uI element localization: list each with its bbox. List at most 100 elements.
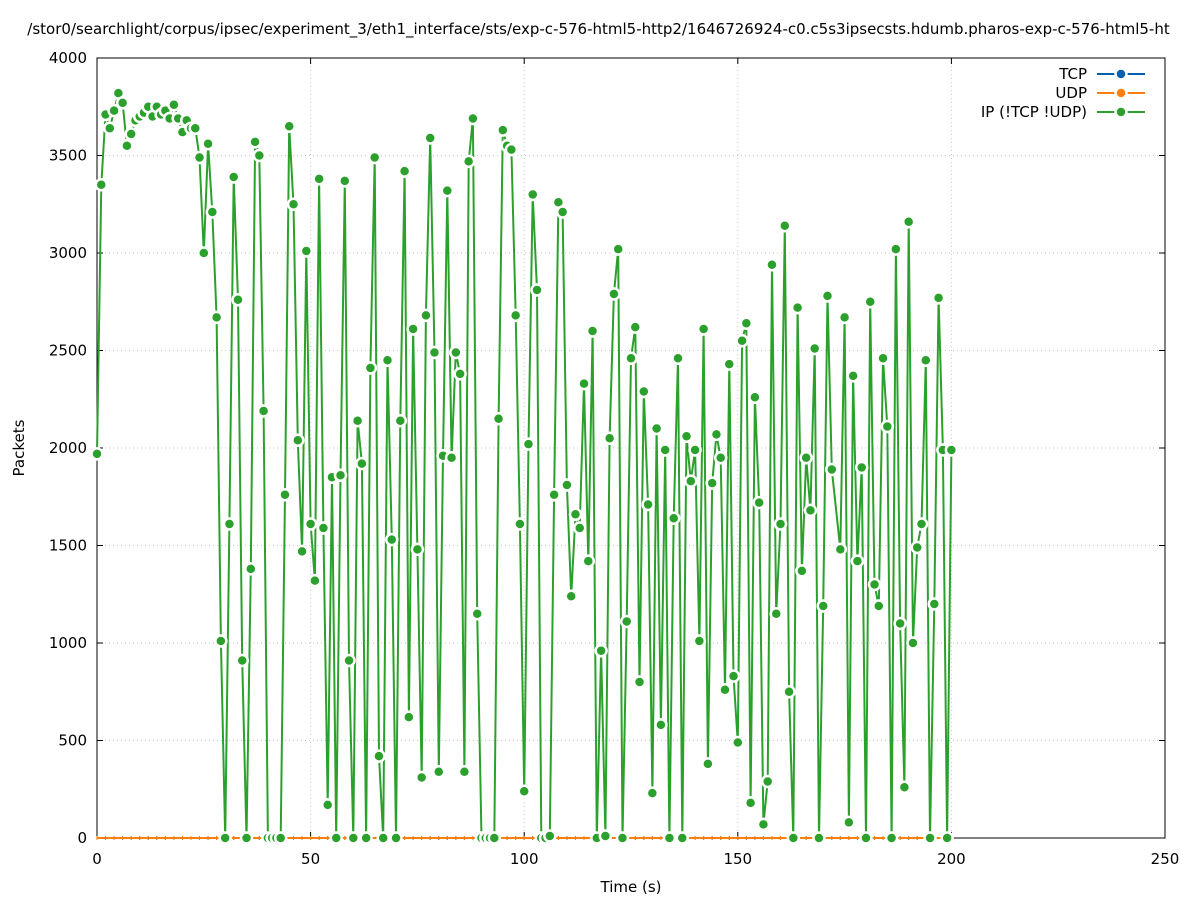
data-point (491, 412, 506, 426)
data-point (619, 614, 634, 629)
data-point (684, 474, 698, 488)
legend-swatch-marker (1114, 105, 1128, 119)
data-point (854, 460, 869, 475)
data-point (197, 246, 211, 260)
data-point (555, 205, 570, 219)
data-point (564, 589, 578, 603)
data-point (756, 817, 771, 832)
data-point (376, 831, 390, 845)
data-point (363, 361, 378, 375)
data-point (282, 119, 296, 133)
chart-title: /stor0/searchlight/corpus/ipsec/experime… (27, 20, 1170, 38)
data-point (923, 831, 937, 845)
data-point (226, 170, 241, 184)
data-point (722, 357, 737, 371)
data-point (103, 121, 117, 135)
data-point (291, 433, 305, 447)
y-tick-label: 2500 (49, 342, 87, 360)
data-point (235, 653, 249, 668)
data-point (807, 341, 822, 356)
data-point (244, 562, 258, 576)
y-tick-label: 1500 (49, 537, 87, 555)
x-tick-label: 100 (510, 850, 539, 868)
data-point (893, 616, 907, 631)
data-point (256, 404, 271, 418)
data-point (649, 421, 664, 436)
data-point (782, 685, 796, 699)
series-ip (90, 86, 959, 845)
data-point (231, 293, 245, 307)
data-point (543, 829, 557, 843)
data-point (414, 770, 429, 785)
data-point (632, 675, 647, 689)
data-point (910, 540, 924, 555)
data-point (641, 497, 655, 512)
data-point (867, 577, 882, 592)
data-point (470, 607, 484, 621)
data-point (739, 316, 754, 330)
data-point (906, 636, 920, 650)
data-point (521, 437, 536, 451)
y-tick-label: 3000 (49, 244, 87, 262)
data-point (628, 320, 643, 334)
data-point (658, 443, 672, 457)
data-point (346, 831, 361, 845)
data-point (790, 300, 805, 315)
data-point (329, 831, 343, 845)
data-point (504, 142, 519, 157)
data-point (461, 154, 476, 169)
legend-label: TCP (1058, 65, 1087, 83)
legend-swatch-marker (1114, 67, 1128, 81)
data-point (692, 634, 707, 648)
x-axis-label: Time (s) (600, 878, 662, 896)
data-point (701, 757, 715, 771)
data-point (572, 521, 587, 535)
data-point (837, 310, 852, 325)
data-point (312, 172, 326, 186)
data-point (820, 289, 835, 303)
data-point (432, 764, 446, 779)
data-point (863, 295, 877, 309)
data-point (833, 542, 848, 557)
data-point (675, 831, 690, 845)
x-tick-label: 250 (1151, 850, 1180, 868)
data-point (726, 669, 741, 683)
data-point (107, 103, 121, 118)
data-point (316, 521, 331, 535)
data-point (645, 786, 660, 800)
data-point (872, 599, 886, 613)
data-point (453, 367, 467, 381)
data-point (560, 478, 574, 492)
x-tick-label: 0 (92, 850, 102, 868)
y-tick-label: 2000 (49, 439, 87, 457)
data-point (90, 447, 104, 461)
data-point (205, 205, 220, 219)
data-point (222, 517, 237, 531)
data-point (419, 308, 433, 323)
data-point (846, 369, 860, 383)
data-point (859, 831, 873, 845)
data-point (547, 488, 561, 502)
data-point (367, 150, 382, 165)
data-point (444, 451, 459, 465)
grid-lines (97, 58, 1165, 838)
data-point (696, 322, 711, 336)
axis-ticks: 0 50 100 150 200 2500500100015002000250030003… (49, 49, 1180, 868)
data-point (901, 215, 916, 229)
data-point (705, 476, 719, 490)
data-point (449, 345, 463, 360)
data-point (308, 573, 322, 588)
data-point (427, 345, 442, 360)
data-point (355, 456, 369, 471)
data-point (440, 183, 455, 198)
data-point (487, 831, 502, 845)
data-point (248, 135, 262, 149)
data-point (769, 607, 783, 621)
data-point (743, 796, 758, 810)
data-point (760, 774, 775, 789)
data-point (530, 283, 544, 297)
data-point (748, 390, 762, 405)
data-point (402, 710, 416, 724)
data-point (897, 780, 912, 795)
